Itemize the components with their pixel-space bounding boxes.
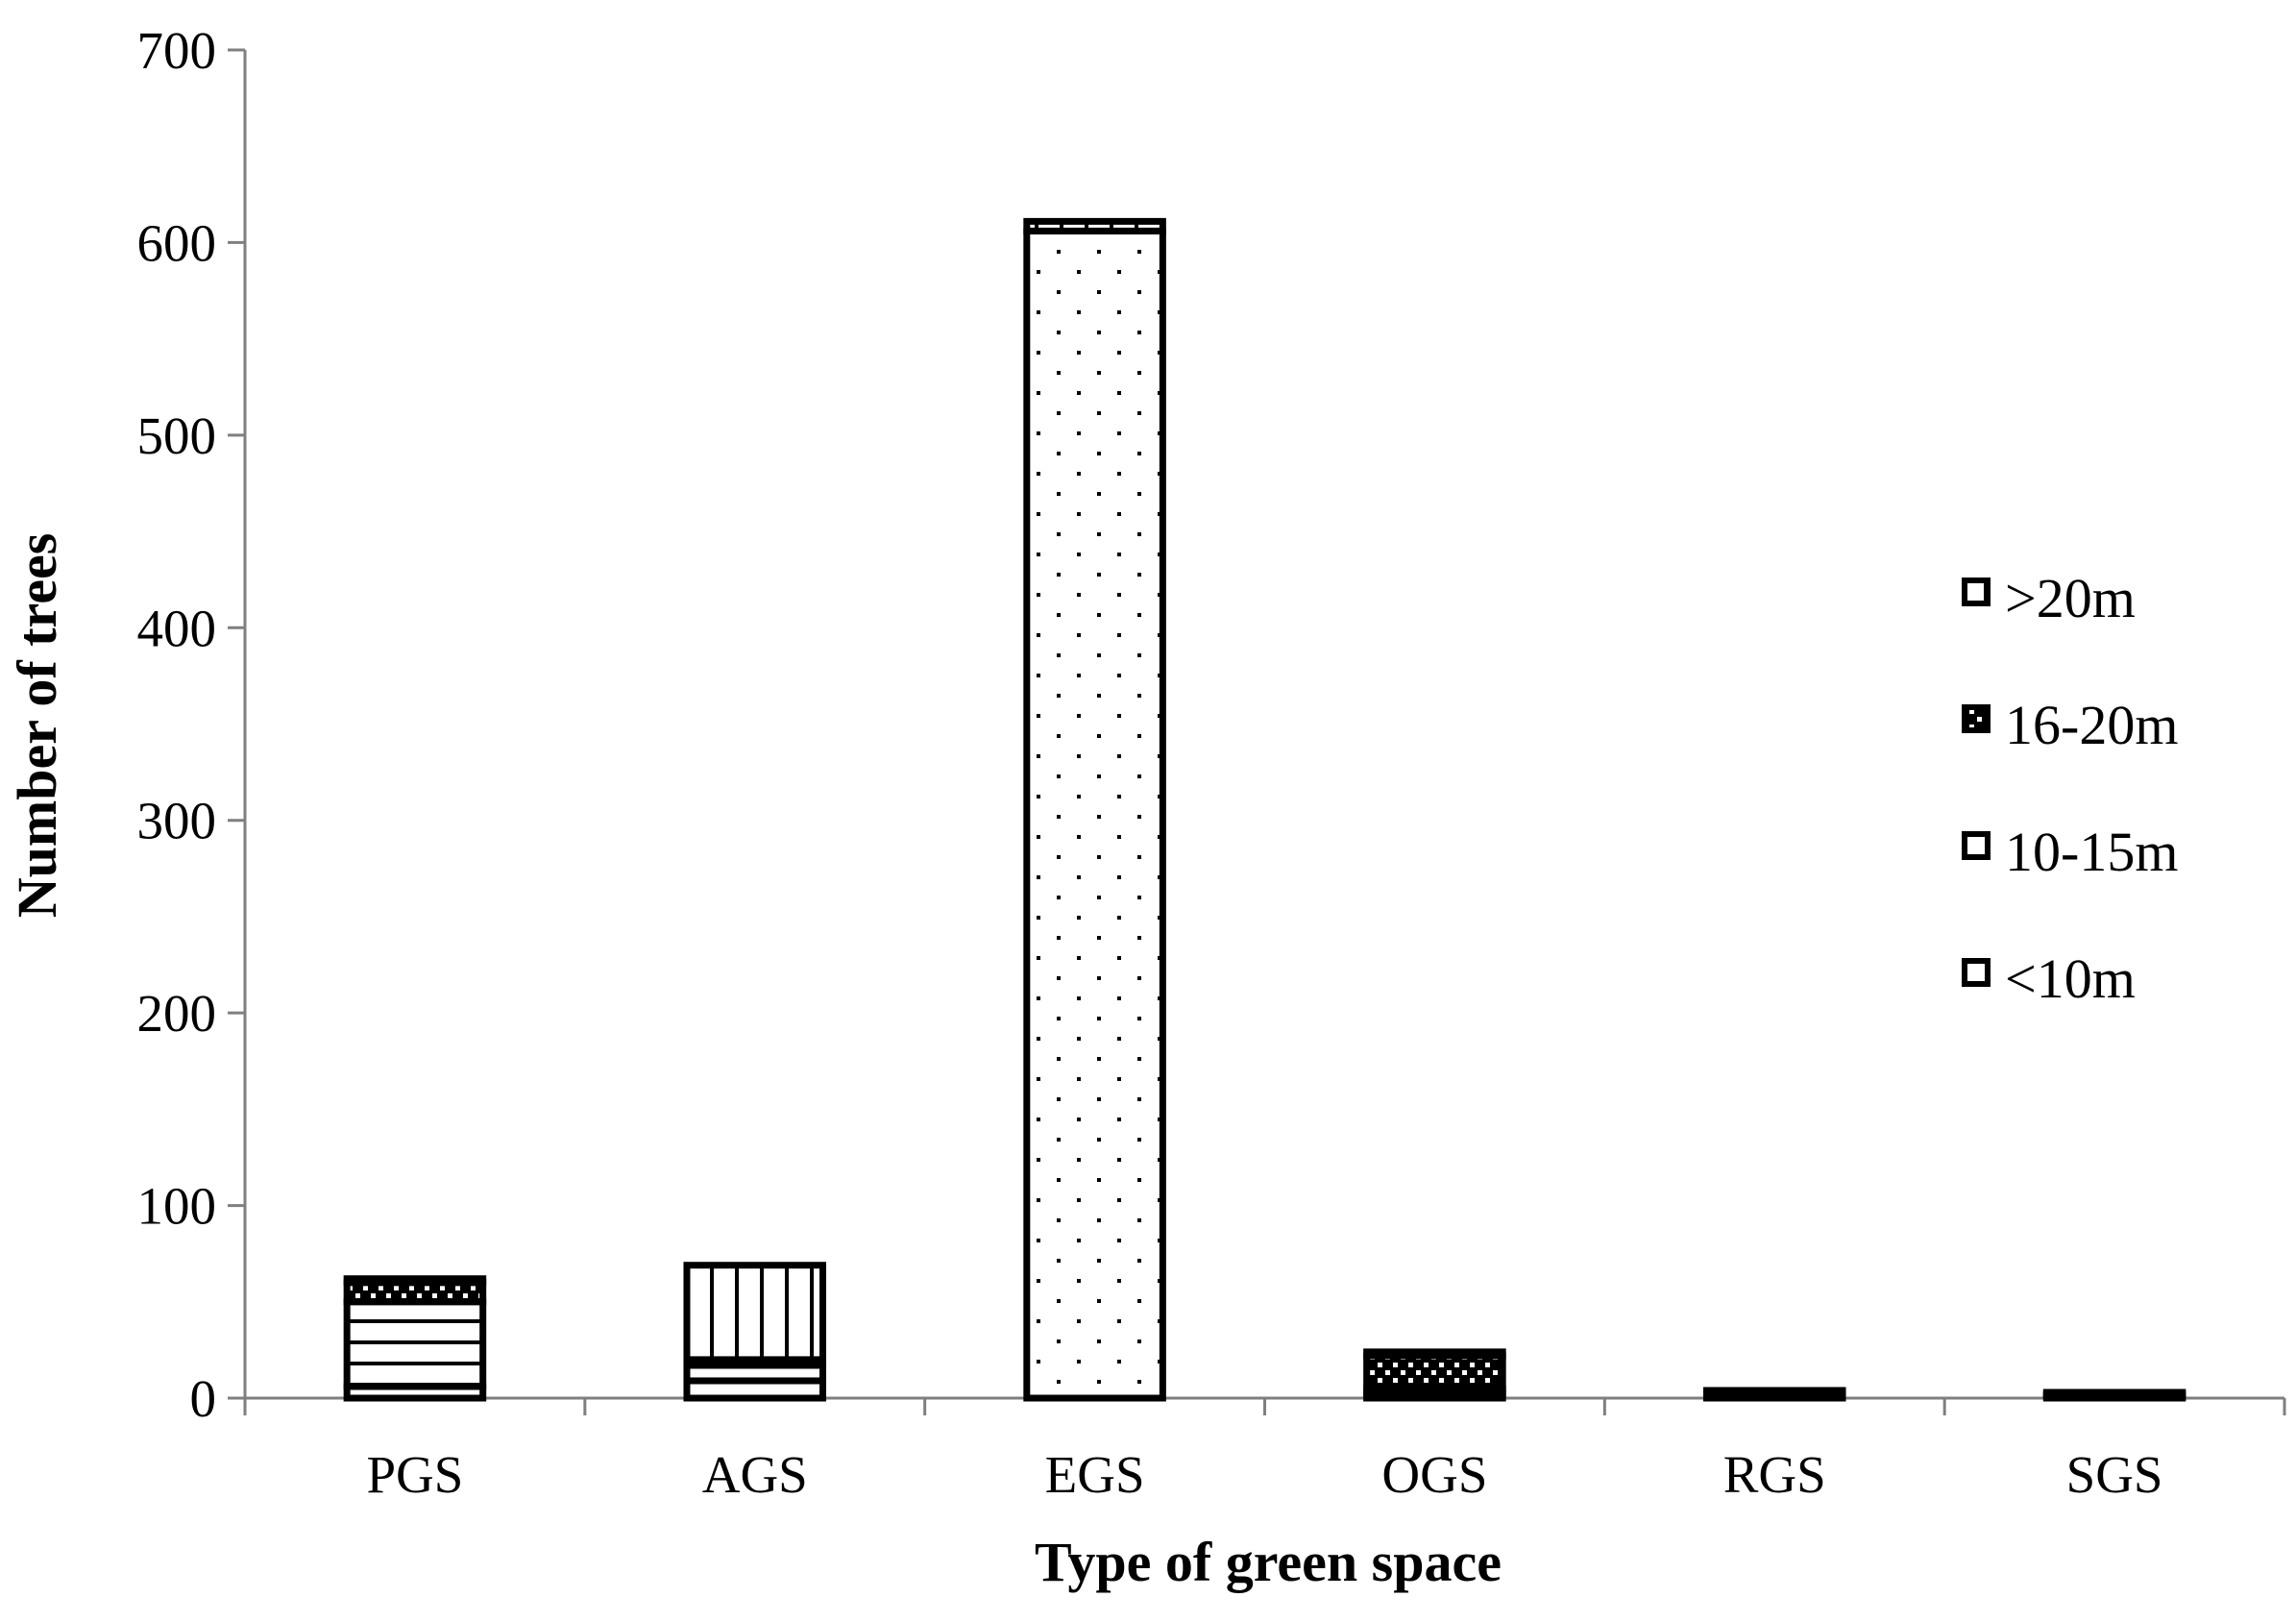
bar-segment-egs-gt20m: [1023, 217, 1166, 234]
y-tick-label: 0: [190, 1369, 217, 1428]
legend: >20m 16-20m 10-15m <10m: [1962, 567, 2178, 1010]
x-tick-label: PGS: [366, 1445, 463, 1504]
y-tick-label: 700: [137, 21, 217, 80]
y-axis-title: Number of trees: [6, 533, 68, 919]
bars: [343, 217, 2186, 1402]
x-tick-label: EGS: [1045, 1445, 1145, 1504]
y-tick-label: 500: [137, 406, 217, 465]
y-tick-label: 400: [137, 599, 217, 657]
legend-label-gt20m: >20m: [2005, 567, 2136, 629]
legend-swatch-lt10m: [1962, 958, 1991, 987]
x-tick-label: RGS: [1723, 1445, 1826, 1504]
x-tick-label: OGS: [1381, 1445, 1487, 1504]
y-tick-label: 600: [137, 213, 217, 272]
bar-segment-ogs-gt20m: [1363, 1348, 1506, 1360]
legend-label-10-15m: 10-15m: [2005, 821, 2178, 883]
x-axis: PGS AGS EGS OGS RGS SGS: [243, 1396, 2286, 1504]
bar-segment-egs-lt10m: [1023, 227, 1166, 1402]
legend-swatch-gt20m: [1962, 578, 1991, 606]
legend-swatch-10-15m: [1962, 831, 1991, 860]
legend-swatch-16-20m: [1962, 704, 1991, 733]
bar-segment-rgs-16-20m: [1702, 1387, 1846, 1396]
bar-segment-ags-gt20m: [683, 1262, 827, 1364]
y-tick-label: 300: [137, 792, 217, 850]
x-axis-title: Type of green space: [1035, 1531, 1502, 1593]
y-axis: 0 100 200 300 400 500 600 700: [137, 21, 247, 1428]
x-tick-label: SGS: [2066, 1445, 2163, 1504]
legend-label-lt10m: <10m: [2005, 947, 2136, 1010]
x-tick-label: AGS: [702, 1445, 808, 1504]
bar-segment-pgs-gt20m: [343, 1275, 487, 1287]
legend-label-16-20m: 16-20m: [2005, 694, 2178, 756]
bar-segment-ogs-16-20m: [1363, 1352, 1506, 1392]
bar-segment-sgs-16-20m: [2042, 1389, 2186, 1398]
y-tick-label: 200: [137, 984, 217, 1043]
bar-segment-pgs-10-15m: [343, 1298, 487, 1390]
y-tick-label: 100: [137, 1177, 217, 1236]
